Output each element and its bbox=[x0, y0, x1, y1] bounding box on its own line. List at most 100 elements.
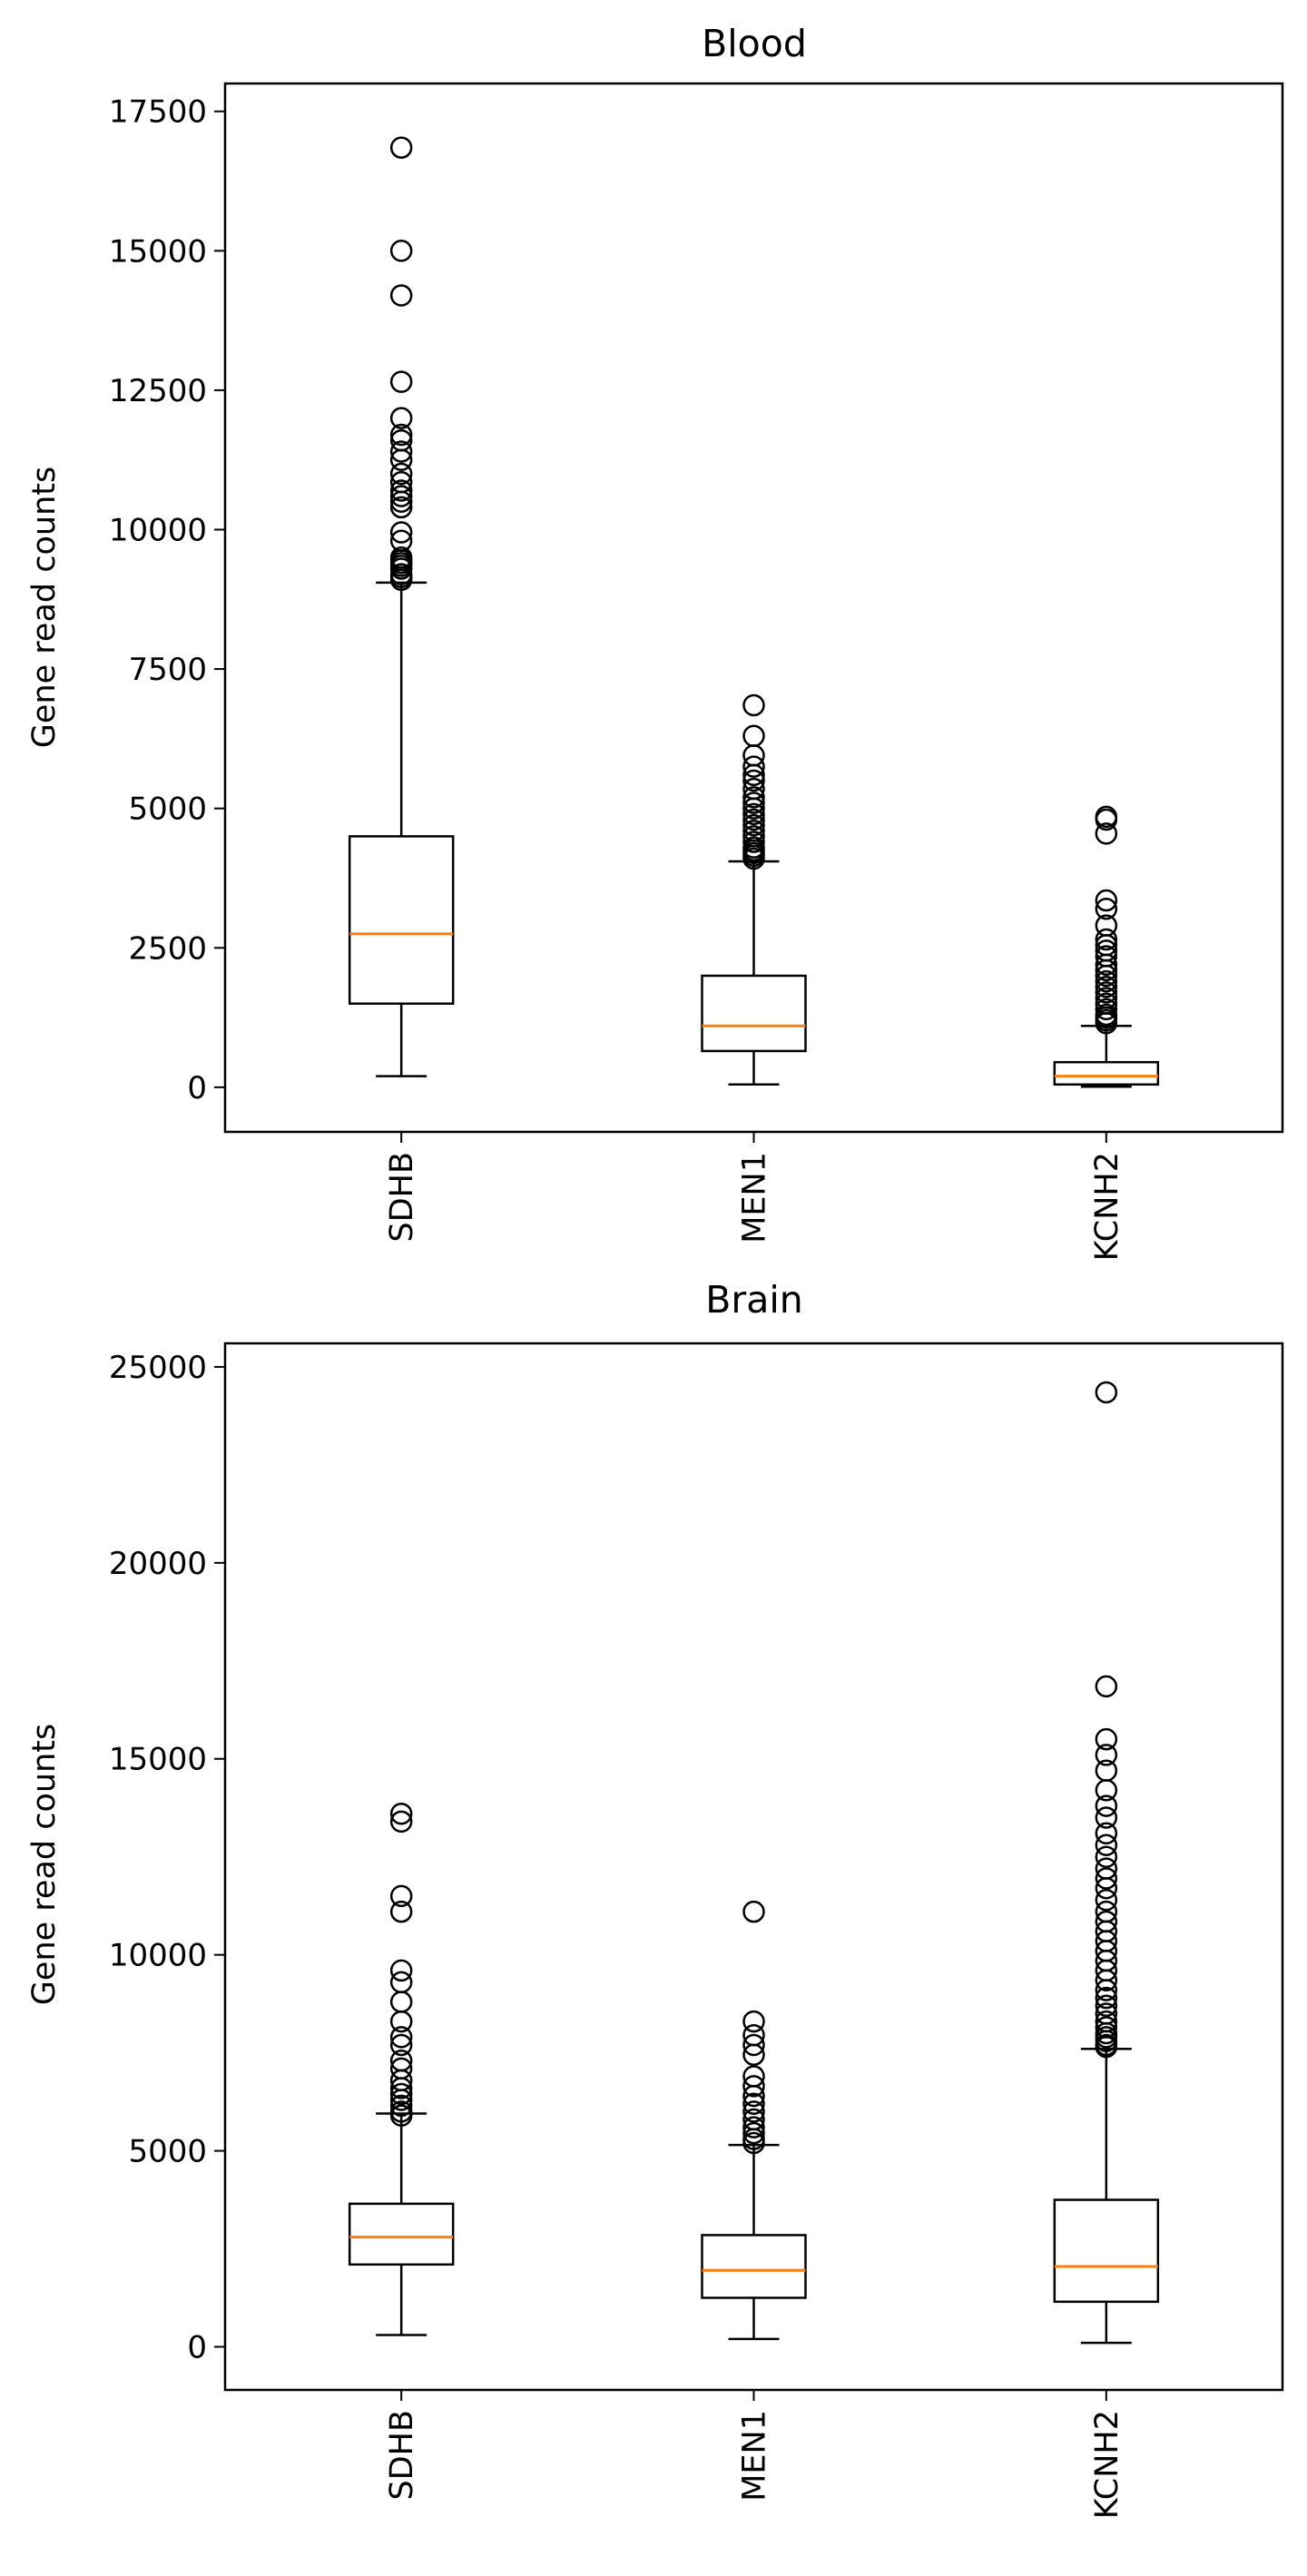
outlier-point bbox=[389, 2082, 413, 2106]
outlier-point bbox=[1095, 1910, 1118, 1933]
outlier-point bbox=[1095, 1888, 1118, 1912]
outlier-point bbox=[389, 136, 413, 159]
outlier-point bbox=[389, 1884, 413, 1908]
blood-chart: Blood Gene read counts 0 2500 5000 7500 1000… bbox=[26, 22, 1284, 1261]
outlier-point bbox=[1095, 1794, 1118, 1817]
outlier-point bbox=[742, 2100, 765, 2123]
outlier-point bbox=[742, 825, 765, 848]
outlier-point bbox=[389, 2050, 413, 2072]
outlier-point bbox=[742, 744, 765, 767]
outlier-point bbox=[1095, 1003, 1118, 1027]
outlier-point bbox=[1095, 1986, 1118, 2010]
outlier-point bbox=[389, 563, 413, 585]
outlier-point bbox=[389, 2057, 413, 2080]
outlier-point bbox=[1095, 822, 1118, 845]
outlier-point bbox=[389, 471, 413, 494]
outlier-point bbox=[1095, 969, 1118, 993]
outlier-point bbox=[742, 786, 765, 809]
y-tick-label: 17500 bbox=[109, 94, 207, 131]
outlier-point bbox=[389, 2100, 413, 2123]
outlier-point bbox=[1095, 1381, 1118, 1404]
outlier-point bbox=[389, 423, 413, 447]
outlier-point bbox=[742, 2075, 765, 2098]
outlier-point bbox=[742, 819, 765, 842]
outlier-point bbox=[1095, 1845, 1118, 1868]
outlier-point bbox=[389, 2033, 413, 2057]
outlier-point bbox=[389, 407, 413, 429]
outlier-point bbox=[742, 2092, 765, 2116]
outlier-point bbox=[742, 2023, 765, 2047]
y-tick-label: 2500 bbox=[128, 930, 207, 967]
outlier-point bbox=[389, 1802, 413, 1825]
outlier-point bbox=[1095, 928, 1118, 951]
iqr-box bbox=[701, 974, 807, 1053]
x-tick-label: KCNH2 bbox=[1089, 2410, 1125, 2519]
outlier-point bbox=[389, 1810, 413, 1834]
outlier-point bbox=[742, 2116, 765, 2138]
outlier-point bbox=[742, 755, 765, 778]
iqr-box bbox=[1053, 2198, 1160, 2304]
box-sdhb bbox=[348, 136, 455, 1077]
box-men1 bbox=[701, 693, 807, 1086]
outlier-point bbox=[389, 485, 413, 507]
y-tick-label: 15000 bbox=[109, 1742, 207, 1778]
outlier-point bbox=[742, 2010, 765, 2033]
outlier-point bbox=[1095, 1744, 1118, 1766]
outlier-point bbox=[742, 2121, 765, 2145]
chart-title: Brain bbox=[705, 1278, 803, 1322]
outlier-point bbox=[1095, 1759, 1118, 1782]
outlier-point bbox=[1095, 2016, 1118, 2039]
iqr-box bbox=[701, 2234, 807, 2299]
y-tick-label: 10000 bbox=[109, 1938, 207, 1974]
outlier-point bbox=[1095, 992, 1118, 1015]
outlier-point bbox=[389, 1900, 413, 1923]
outlier-point bbox=[389, 428, 413, 452]
outlier-point bbox=[1095, 2010, 1118, 2033]
outlier-point bbox=[1095, 987, 1118, 1009]
outlier-point bbox=[1095, 1867, 1118, 1890]
outlier-point bbox=[389, 2010, 413, 2033]
outlier-point bbox=[1095, 998, 1118, 1021]
chart-title: Blood bbox=[702, 22, 807, 65]
y-tick-label: 0 bbox=[187, 2329, 207, 2365]
box-kcnh2 bbox=[1053, 805, 1160, 1088]
outlier-point bbox=[1095, 2002, 1118, 2025]
y-axis-label: Gene read counts bbox=[26, 467, 63, 748]
y-axis-label: Gene read counts bbox=[26, 1724, 63, 2005]
outlier-point bbox=[742, 791, 765, 814]
y-tick-label: 7500 bbox=[128, 652, 207, 688]
box-men1 bbox=[701, 1900, 807, 2341]
outlier-point bbox=[742, 724, 765, 748]
outlier-point bbox=[742, 693, 765, 717]
outlier-point bbox=[1095, 939, 1118, 962]
outlier-point bbox=[389, 1971, 413, 1994]
outlier-point bbox=[742, 1900, 765, 1923]
outlier-point bbox=[1095, 1806, 1118, 1829]
outlier-point bbox=[1095, 1675, 1118, 1698]
outlier-point bbox=[742, 813, 765, 837]
iqr-box bbox=[348, 2202, 455, 2266]
outlier-point bbox=[742, 802, 765, 826]
outlier-point bbox=[1095, 1900, 1118, 1923]
iqr-box bbox=[348, 835, 455, 1005]
brain-chart: Brain Gene read counts 0 5000 10000 15000 20… bbox=[26, 1278, 1284, 2519]
outlier-point bbox=[1095, 805, 1118, 829]
outlier-point bbox=[1095, 889, 1118, 912]
iqr-box bbox=[1053, 1060, 1160, 1086]
outlier-point bbox=[742, 777, 765, 801]
outlier-point bbox=[742, 808, 765, 831]
x-tick-label: MEN1 bbox=[737, 2410, 773, 2502]
outlier-point bbox=[389, 462, 413, 486]
outlier-point bbox=[742, 831, 765, 853]
outlier-point bbox=[389, 240, 413, 262]
outlier-point bbox=[389, 529, 413, 553]
outlier-point bbox=[1095, 981, 1118, 1004]
y-tick-label: 5000 bbox=[128, 791, 207, 828]
x-tick-label: KCNH2 bbox=[1089, 1152, 1125, 1261]
outlier-point bbox=[1095, 1994, 1118, 2018]
outlier-point bbox=[389, 546, 413, 569]
y-tick-label: 15000 bbox=[109, 233, 207, 270]
x-tick-label: MEN1 bbox=[737, 1152, 773, 1244]
outlier-point bbox=[742, 836, 765, 859]
